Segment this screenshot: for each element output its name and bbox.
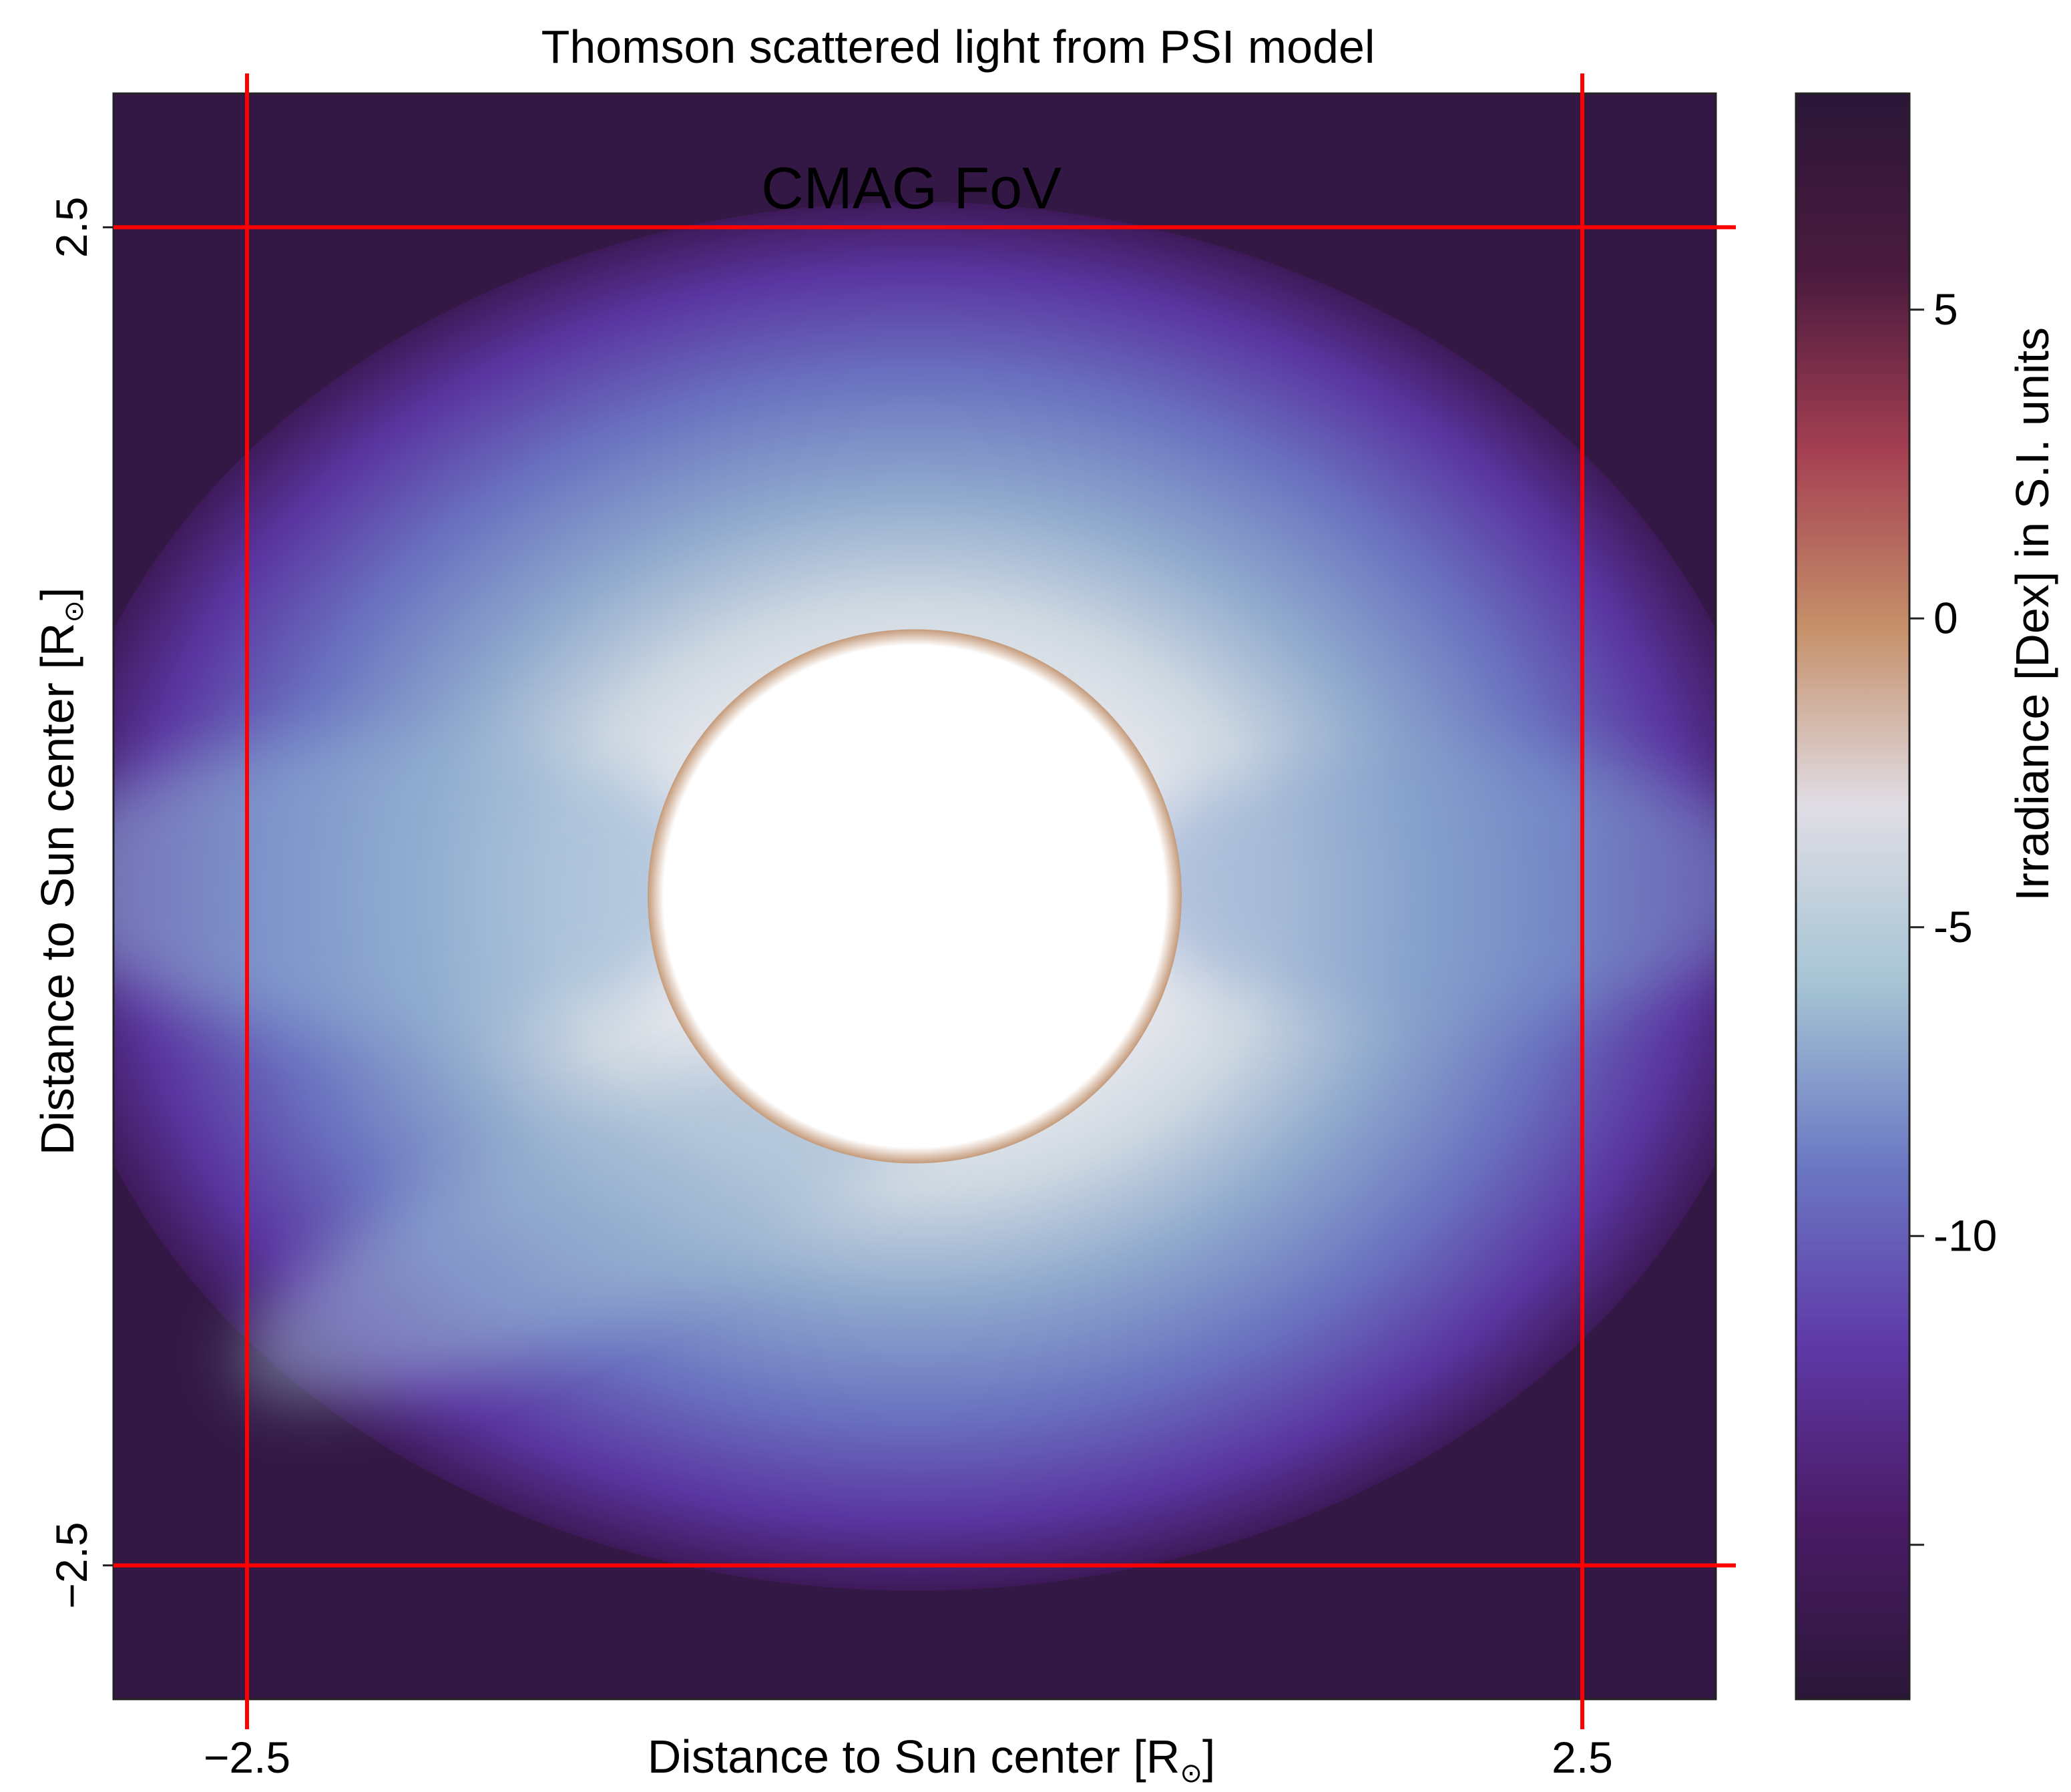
streamer-southwest (238, 1034, 951, 1401)
fov-annotation: CMAG FoV (761, 155, 1062, 221)
chart-title: Thomson scattered light from PSI model (541, 21, 1375, 73)
colorbar-tick-label: 5 (1933, 284, 1958, 334)
y-tick-label: −2.5 (47, 1522, 96, 1608)
x-axis: −2.5 2.5 (204, 1699, 1613, 1782)
streamer-right (1115, 749, 1716, 1017)
colorbar-label: Irradiance [Dex] in S.I. units (2006, 327, 2058, 901)
heatmap-area (113, 93, 1716, 1699)
colorbar-ticks: 5 0 -5 -10 (1909, 284, 1997, 1546)
y-axis: −2.5 2.5 (47, 197, 113, 1609)
x-tick-label: −2.5 (204, 1733, 290, 1782)
x-axis-label-subscript: ⊙ (1180, 1759, 1202, 1788)
colorbar-tick-label: -10 (1933, 1210, 1997, 1260)
cmag-fov-box (113, 73, 1736, 1729)
colorbar-tick-label: 0 (1933, 593, 1958, 642)
streamer-left (113, 736, 728, 1030)
y-tick-label: 2.5 (47, 197, 96, 258)
occulter-disk (648, 629, 1182, 1164)
y-axis-label-subscript: ⊙ (59, 600, 89, 623)
x-axis-label: Distance to Sun center [R⊙] (648, 1731, 1216, 1788)
y-axis-label: Distance to Sun center [R⊙] (31, 588, 89, 1156)
colorbar-tick-label: -5 (1933, 902, 1973, 951)
colorbar (1795, 92, 1911, 1701)
x-tick-label: 2.5 (1552, 1733, 1613, 1782)
plot-frame (112, 92, 1717, 1701)
